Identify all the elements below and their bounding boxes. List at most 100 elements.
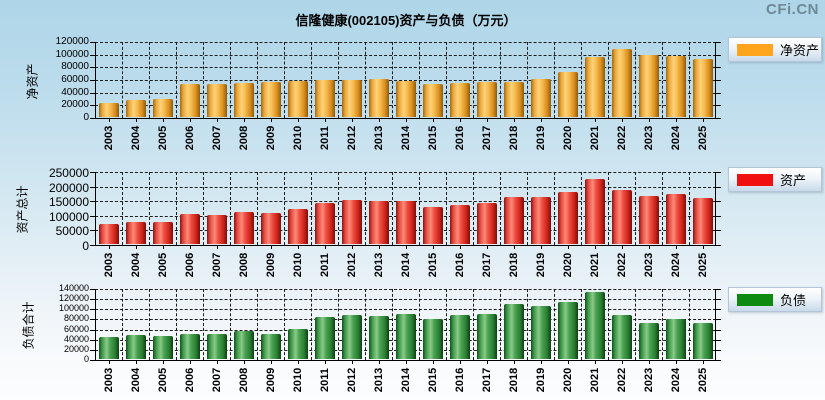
x-tick-label: 2013 xyxy=(373,252,385,278)
y-axis-tick xyxy=(90,187,95,188)
gridline-vertical xyxy=(284,172,285,245)
y-axis-tick-right xyxy=(716,201,721,202)
y-axis-tick-right xyxy=(716,93,721,94)
legend-assets: 资产 xyxy=(728,167,822,192)
x-axis-tick xyxy=(190,245,191,249)
x-tick-label: 2023 xyxy=(643,367,655,393)
y-axis-tick xyxy=(90,172,95,173)
x-axis-tick xyxy=(649,118,650,122)
x-axis-tick xyxy=(568,360,569,364)
gridline-vertical xyxy=(500,289,501,360)
bar-2011 xyxy=(315,203,335,244)
x-axis-tick xyxy=(244,118,245,122)
y-axis-tick xyxy=(90,309,95,310)
x-tick-label: 2012 xyxy=(346,125,358,151)
bar-2010 xyxy=(288,329,308,359)
gridline-vertical xyxy=(662,289,663,360)
x-tick-label: 2014 xyxy=(400,125,412,151)
x-axis-tick xyxy=(190,118,191,122)
bar-2009 xyxy=(261,82,281,117)
gridline-vertical xyxy=(500,172,501,245)
x-tick-label: 2025 xyxy=(697,252,709,278)
gridline-vertical xyxy=(149,172,150,245)
legend-net-assets: 净资产 xyxy=(728,37,822,62)
bar-2025 xyxy=(693,323,713,359)
y-axis-tick-right xyxy=(716,42,721,43)
gridline-vertical xyxy=(473,289,474,360)
x-tick-label: 2004 xyxy=(130,252,142,278)
x-tick-label: 2005 xyxy=(157,367,169,393)
y-axis-tick xyxy=(90,67,95,68)
bar-2013 xyxy=(369,201,389,244)
x-axis-tick xyxy=(379,245,380,249)
gridline-vertical xyxy=(554,289,555,360)
x-axis-tick xyxy=(298,360,299,364)
page-title: 信隆健康(002105)资产与负债（万元） xyxy=(295,13,517,28)
y-axis-tick xyxy=(90,201,95,202)
x-tick-label: 2011 xyxy=(319,126,331,150)
x-tick-label: 2004 xyxy=(130,367,142,393)
x-axis-tick xyxy=(649,360,650,364)
x-tick-label: 2017 xyxy=(481,367,493,393)
x-tick-label: 2022 xyxy=(616,252,628,278)
bar-2008 xyxy=(234,331,254,359)
y-axis-tick xyxy=(90,118,95,119)
y-axis-tick xyxy=(90,216,95,217)
gridline-vertical xyxy=(176,172,177,245)
y-tick-label: 0 xyxy=(83,112,89,123)
bar-2021 xyxy=(585,292,605,359)
x-tick-label: 2009 xyxy=(265,252,277,278)
bar-2021 xyxy=(585,57,605,117)
legend-label: 净资产 xyxy=(780,43,820,58)
x-tick-label: 2010 xyxy=(292,367,304,393)
x-axis-tick xyxy=(217,245,218,249)
gridline-horizontal xyxy=(95,289,716,290)
legend-label: 负债 xyxy=(780,293,807,308)
gridline-vertical xyxy=(419,172,420,245)
y-tick-label: 0 xyxy=(82,239,89,253)
x-axis-tick xyxy=(109,245,110,249)
x-tick-label: 2008 xyxy=(238,252,250,278)
x-tick-label: 2022 xyxy=(616,367,628,393)
y-axis-line xyxy=(95,289,96,361)
x-tick-label: 2003 xyxy=(103,252,115,278)
y-axis-tick xyxy=(90,340,95,341)
y-axis-tick-right xyxy=(716,299,721,300)
gridline-vertical xyxy=(338,289,339,360)
x-tick-label: 2020 xyxy=(562,367,574,393)
x-axis-tick xyxy=(379,360,380,364)
y-axis-tick-right xyxy=(716,230,721,231)
x-tick-label: 2024 xyxy=(670,125,682,151)
bar-2019 xyxy=(531,306,551,359)
bar-2017 xyxy=(477,203,497,244)
gridline-horizontal xyxy=(95,309,716,310)
x-axis-tick xyxy=(622,118,623,122)
y-tick-label: 40000 xyxy=(61,87,89,98)
x-tick-label: 2006 xyxy=(184,125,196,151)
x-axis-tick xyxy=(703,360,704,364)
bar-2023 xyxy=(639,55,659,117)
x-axis-tick xyxy=(109,360,110,364)
y-tick-label: 150000 xyxy=(48,195,89,209)
y-axis-tick-right xyxy=(716,319,721,320)
x-axis-tick xyxy=(595,360,596,364)
gridline-vertical xyxy=(446,289,447,360)
bar-2022 xyxy=(612,315,632,359)
x-axis-tick xyxy=(487,360,488,364)
y-tick-label: 120000 xyxy=(58,293,89,303)
bar-2015 xyxy=(423,319,443,359)
x-tick-label: 2021 xyxy=(589,252,601,278)
gridline-horizontal xyxy=(95,299,716,300)
y-tick-label: 0 xyxy=(83,354,89,364)
bar-2012 xyxy=(342,80,362,117)
gridline-vertical xyxy=(230,172,231,245)
x-axis-tick xyxy=(433,360,434,364)
net-assets-plot: 0 20000 40000 60000 80000 100000 120000 2003 200… xyxy=(56,36,721,150)
gridline-horizontal xyxy=(95,80,716,81)
x-axis-tick xyxy=(109,118,110,122)
y-axis-tick xyxy=(90,42,95,43)
x-tick-label: 2021 xyxy=(589,367,601,393)
gridline-horizontal xyxy=(95,67,716,68)
x-tick-label: 2010 xyxy=(292,252,304,278)
bar-2018 xyxy=(504,82,524,117)
